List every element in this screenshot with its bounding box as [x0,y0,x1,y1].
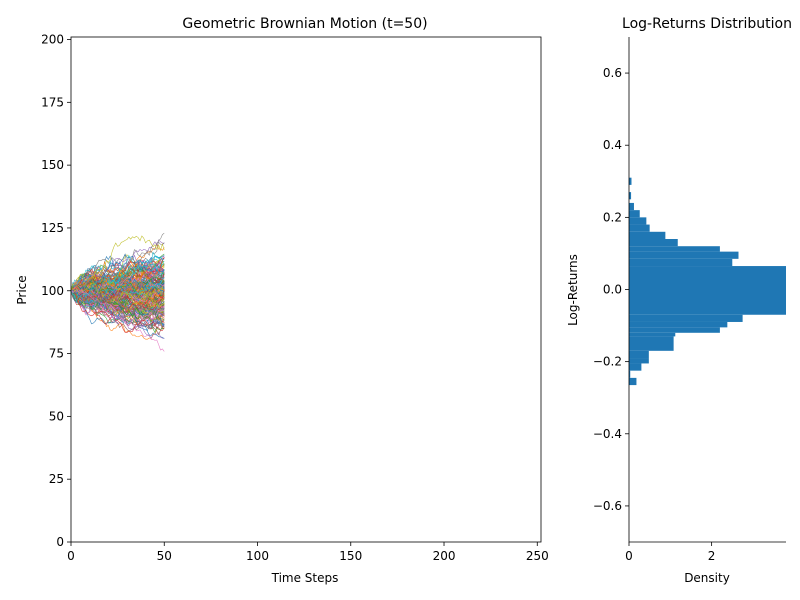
y-tick-label: 0.2 [603,210,622,224]
price-path [70,235,165,291]
gbm-chart: Geometric Brownian Motion (t=50) 0 50 100 1… [15,16,549,585]
x-tick-label: 2 [708,549,716,563]
histogram-bar [629,224,650,232]
x-tick-label: 0 [67,549,75,563]
price-path [70,280,165,303]
y-tick-label: 125 [41,221,64,235]
y-tick-label: −0.6 [593,499,622,513]
histogram-bars [629,177,786,386]
price-path [70,239,165,292]
y-tick-label: 0.4 [603,138,622,152]
x-tick-label: 0 [625,549,633,563]
gbm-y-label: Price [15,275,29,304]
histogram-bar [629,370,631,378]
histogram-bar [629,314,743,322]
histogram-bar [629,363,642,371]
y-tick-label: −0.4 [593,427,622,441]
histogram-y-label: Log-Returns [566,254,580,326]
histogram-bar [629,217,647,225]
x-tick-label: 200 [433,549,456,563]
price-path [70,290,165,352]
gbm-y-axis: 0 25 50 75 100 125 150 175 200 [41,33,71,549]
histogram-bar [629,192,632,200]
price-path [70,283,165,308]
x-tick-label: 50 [157,549,172,563]
histogram-bar [629,258,733,267]
price-path [70,282,165,320]
y-tick-label: 0.6 [603,66,622,80]
price-path [70,271,165,299]
price-path [70,283,165,306]
price-path [70,283,165,336]
x-tick-label: 150 [339,549,362,563]
y-tick-label: 50 [49,409,64,423]
histogram-bar [629,210,640,218]
histogram-bar [629,377,637,386]
y-tick-label: 75 [49,347,64,361]
y-tick-label: −0.2 [593,355,622,369]
histogram-bar [629,358,649,364]
gbm-x-label: Time Steps [271,571,339,585]
gbm-axes-frame [70,36,542,543]
price-path [70,288,165,333]
gbm-title: Geometric Brownian Motion (t=50) [182,16,427,32]
price-path [70,262,165,302]
price-path [70,241,165,291]
histogram-bar [629,246,720,252]
histogram-bar [629,336,674,351]
histogram-bar [629,332,676,337]
y-tick-label: 175 [41,95,64,109]
histogram-bar [629,231,666,239]
price-path [70,266,165,298]
histogram-bar [629,350,649,359]
price-path [70,268,165,291]
y-tick-label: 0.0 [603,283,622,297]
y-tick-label: 200 [41,33,64,47]
price-path [70,276,165,304]
histogram-bar [629,177,632,185]
histogram-bar [629,239,678,247]
histogram-y-axis: −0.6 −0.4 −0.2 0.0 0.2 0.4 0.6 [593,66,629,513]
gbm-paths [70,232,165,352]
price-path [70,278,165,313]
histogram-bar [629,251,739,259]
price-path [70,290,165,334]
histogram-bar [629,202,634,211]
gbm-x-axis: 0 50 100 150 200 250 [67,542,549,563]
x-tick-label: 250 [526,549,549,563]
price-path [70,276,165,302]
histogram-bar [629,266,786,315]
y-tick-label: 100 [41,284,64,298]
y-tick-label: 25 [49,472,64,486]
x-tick-label: 100 [246,549,269,563]
histogram-title: Log-Returns Distribution [622,16,792,32]
histogram-bar [629,321,728,328]
histogram-x-label: Density [684,571,730,585]
y-tick-label: 150 [41,158,64,172]
y-tick-label: 0 [56,535,64,549]
price-path [70,281,165,309]
price-path [70,290,165,314]
histogram-bar [629,327,720,333]
